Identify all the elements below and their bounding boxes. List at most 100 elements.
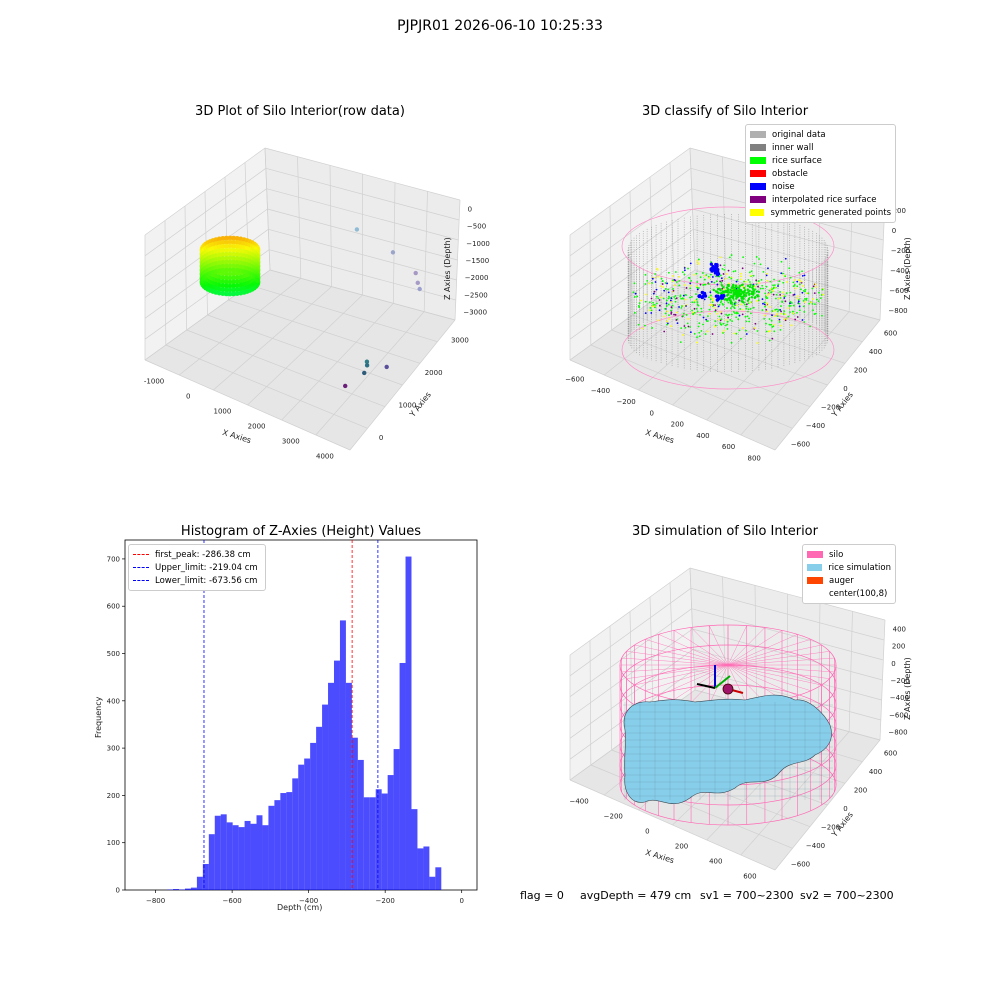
classified-point — [668, 295, 670, 298]
row-data-point — [223, 267, 229, 273]
classified-point — [805, 297, 808, 300]
classified-point — [776, 310, 779, 313]
classified-point — [683, 305, 686, 307]
legend-entry: original data — [750, 128, 891, 141]
classified-point — [798, 271, 801, 274]
z-tick-label: −600 — [889, 711, 908, 719]
classified-point — [745, 320, 748, 323]
classified-point — [764, 305, 766, 308]
classified-point — [663, 289, 666, 292]
classified-point — [690, 279, 693, 282]
row-data-point — [227, 263, 233, 269]
classified-point — [670, 309, 672, 312]
classified-point — [773, 310, 776, 313]
z-tick-label: −800 — [888, 307, 907, 315]
classified-point — [665, 302, 668, 305]
classified-point — [722, 332, 724, 334]
histogram-bar — [393, 749, 400, 890]
row-data-point — [231, 251, 237, 257]
y-tick-label: 600 — [884, 749, 897, 757]
noise-point — [702, 293, 706, 297]
row-data-point — [227, 259, 233, 265]
classified-point — [652, 301, 655, 304]
classified-point — [706, 330, 709, 333]
row-data-point — [227, 235, 233, 241]
classified-point — [658, 304, 661, 307]
row-data-point — [234, 279, 240, 284]
x-tick-label: 4000 — [316, 453, 334, 461]
row-data-point — [223, 243, 229, 249]
classified-point — [776, 315, 779, 318]
classified-point — [749, 312, 752, 315]
classified-point — [674, 294, 677, 297]
classified-point — [681, 271, 684, 274]
classified-point — [689, 262, 692, 265]
legend-entry: Upper_limit: -219.04 cm — [133, 561, 261, 574]
silo-roof-rib — [727, 657, 835, 666]
row-data-point — [231, 275, 237, 281]
classified-point — [687, 325, 690, 328]
histogram-bar — [292, 778, 299, 890]
silo-roof-rib — [727, 664, 830, 679]
y-tick-label: 600 — [107, 603, 120, 611]
classified-point — [818, 291, 820, 294]
classified-point — [673, 296, 676, 298]
legend-swatch — [750, 183, 766, 190]
classified-point — [667, 291, 670, 294]
classified-point — [798, 283, 801, 286]
classified-point — [719, 274, 722, 277]
panel4-back-left-pane — [570, 568, 695, 780]
auger-axis-y — [714, 675, 731, 689]
classified-point — [749, 274, 752, 277]
classified-point — [695, 298, 698, 301]
legend-label: center(100,8) — [829, 588, 888, 599]
z-tick-label: −1500 — [466, 257, 490, 265]
classified-point — [804, 290, 806, 293]
classified-point — [654, 273, 657, 275]
legend-label: obstacle — [772, 168, 808, 179]
classified-point — [733, 307, 736, 310]
classified-point — [732, 310, 735, 313]
z-tick-label: −600 — [889, 287, 908, 295]
classified-point — [801, 291, 804, 294]
row-data-point — [223, 255, 229, 261]
classified-point — [745, 280, 747, 283]
classified-point — [758, 258, 760, 260]
histogram-bar — [184, 888, 191, 890]
silo-roof-rib — [727, 664, 747, 705]
classified-point — [779, 293, 782, 296]
rice-surface-point — [730, 295, 733, 298]
classified-point — [689, 331, 692, 334]
classified-point — [757, 280, 760, 282]
legend-line-sample — [133, 567, 149, 568]
noise-point — [715, 270, 719, 275]
classified-point — [792, 294, 795, 296]
classified-point — [653, 290, 656, 293]
classified-point — [740, 303, 743, 306]
classified-point — [670, 300, 672, 303]
silo-roof-rib — [621, 657, 729, 666]
panel1-3d-axes: -1000 0 1000 2000 3000 4000 0 1000 2000 3000 0 −5… — [144, 147, 490, 461]
classified-point — [768, 289, 771, 292]
legend-entry: inner wall — [750, 141, 891, 154]
classified-point — [794, 287, 797, 290]
classified-point — [732, 270, 735, 273]
row-data-point — [223, 247, 229, 253]
histogram-bar — [268, 805, 275, 890]
classified-point — [713, 281, 716, 284]
classified-point — [777, 285, 779, 287]
silo-roof-rib — [658, 634, 729, 666]
classified-point — [704, 333, 707, 335]
classified-point — [663, 315, 666, 318]
classified-point — [781, 301, 784, 303]
classified-point — [747, 302, 750, 305]
row-data-point — [234, 283, 240, 288]
x-tick-label: 400 — [696, 432, 709, 440]
classified-point — [691, 301, 694, 304]
classified-point — [783, 310, 786, 313]
classified-point — [658, 299, 661, 301]
classified-point — [650, 312, 653, 314]
classified-point — [715, 275, 717, 278]
classified-point — [738, 314, 741, 317]
rice-surface-point — [747, 291, 750, 294]
